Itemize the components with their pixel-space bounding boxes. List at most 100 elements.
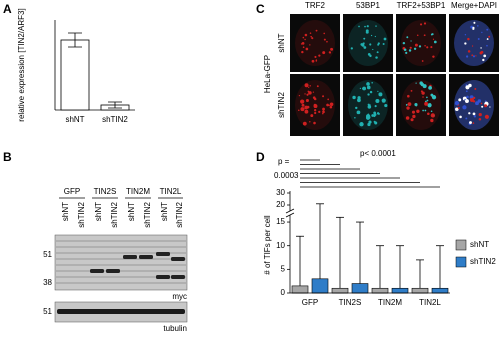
focus [423, 22, 427, 25]
nucleus [454, 20, 494, 66]
column-label: Merge+DAPI [451, 1, 497, 10]
focus [322, 95, 325, 98]
focus [352, 95, 356, 100]
focus [426, 46, 429, 49]
blot-background-band [56, 246, 186, 248]
focus [457, 106, 460, 110]
box [411, 287, 429, 294]
focus [472, 26, 475, 29]
annotation: p< 0.0001 [360, 149, 396, 158]
focus [412, 114, 416, 119]
focus [375, 25, 377, 27]
focus [428, 86, 432, 90]
lane-label: shNT [127, 202, 136, 221]
focus [298, 94, 301, 97]
focus [313, 121, 316, 125]
focus [486, 38, 489, 40]
focus [406, 36, 409, 39]
focus [477, 99, 482, 103]
x-tick-label: TIN2M [378, 298, 402, 307]
focus [356, 110, 361, 115]
legend-label: shNT [470, 240, 489, 249]
focus [464, 42, 467, 45]
x-tick-label: TIN2S [339, 298, 362, 307]
lane-label: shTIN2 [143, 201, 152, 227]
focus [384, 103, 388, 108]
focus [323, 111, 325, 114]
focus [366, 25, 369, 28]
focus [430, 110, 433, 113]
focus [311, 37, 314, 40]
y-tick-label: 5 [281, 264, 286, 273]
column-label: TRF2 [305, 1, 326, 10]
focus [361, 87, 364, 90]
blot-background-band [56, 276, 186, 278]
focus [410, 89, 413, 92]
annotation: 0.0003 [274, 171, 299, 180]
focus [301, 42, 305, 45]
legend-swatch [455, 256, 467, 268]
focus [418, 45, 422, 48]
focus [318, 54, 321, 57]
focus [408, 49, 412, 52]
size-marker: 51 [43, 250, 52, 259]
focus [486, 116, 489, 119]
panel-label: A [3, 2, 12, 16]
focus [424, 101, 429, 106]
blot-background-band [56, 252, 186, 254]
lane-label: shTIN2 [110, 201, 119, 227]
focus [306, 93, 309, 96]
focus [406, 106, 410, 110]
focus [314, 111, 317, 115]
focus [323, 32, 326, 35]
focus [403, 48, 407, 52]
blot-background-band [56, 282, 186, 284]
focus [365, 115, 371, 120]
focus [377, 113, 380, 115]
focus [474, 87, 477, 90]
focus [367, 105, 372, 109]
blot-band [123, 255, 137, 259]
box [291, 285, 309, 294]
nucleus [401, 80, 441, 130]
focus [367, 103, 370, 106]
focus [318, 110, 321, 114]
antibody-label: myc [172, 292, 187, 301]
focus [308, 86, 310, 89]
focus [308, 91, 312, 95]
focus [329, 51, 332, 54]
focus [469, 97, 474, 103]
lane-label: shNT [61, 202, 70, 221]
group-label: TIN2S [94, 187, 117, 196]
bar [60, 39, 90, 111]
focus [313, 103, 317, 107]
box [431, 287, 449, 294]
focus [480, 47, 482, 49]
focus [402, 41, 406, 45]
focus [328, 104, 330, 107]
focus [355, 106, 358, 110]
focus [463, 105, 466, 107]
legend-label: shTIN2 [470, 257, 496, 266]
nucleus [454, 80, 494, 130]
focus [322, 51, 326, 55]
size-marker: 51 [43, 307, 52, 316]
focus [458, 98, 462, 102]
nucleus [348, 20, 388, 66]
focus [454, 101, 460, 106]
focus [468, 112, 471, 115]
focus [302, 121, 307, 126]
focus [359, 122, 364, 127]
focus [478, 117, 482, 121]
legend-swatch [455, 239, 467, 251]
focus [484, 104, 488, 108]
antibody-label: tubulin [163, 324, 187, 333]
focus [304, 83, 309, 88]
focus [469, 121, 472, 125]
focus [374, 35, 376, 38]
focus [430, 46, 433, 49]
focus [472, 122, 475, 124]
focus [481, 105, 484, 108]
focus [405, 116, 410, 120]
focus [415, 82, 417, 84]
